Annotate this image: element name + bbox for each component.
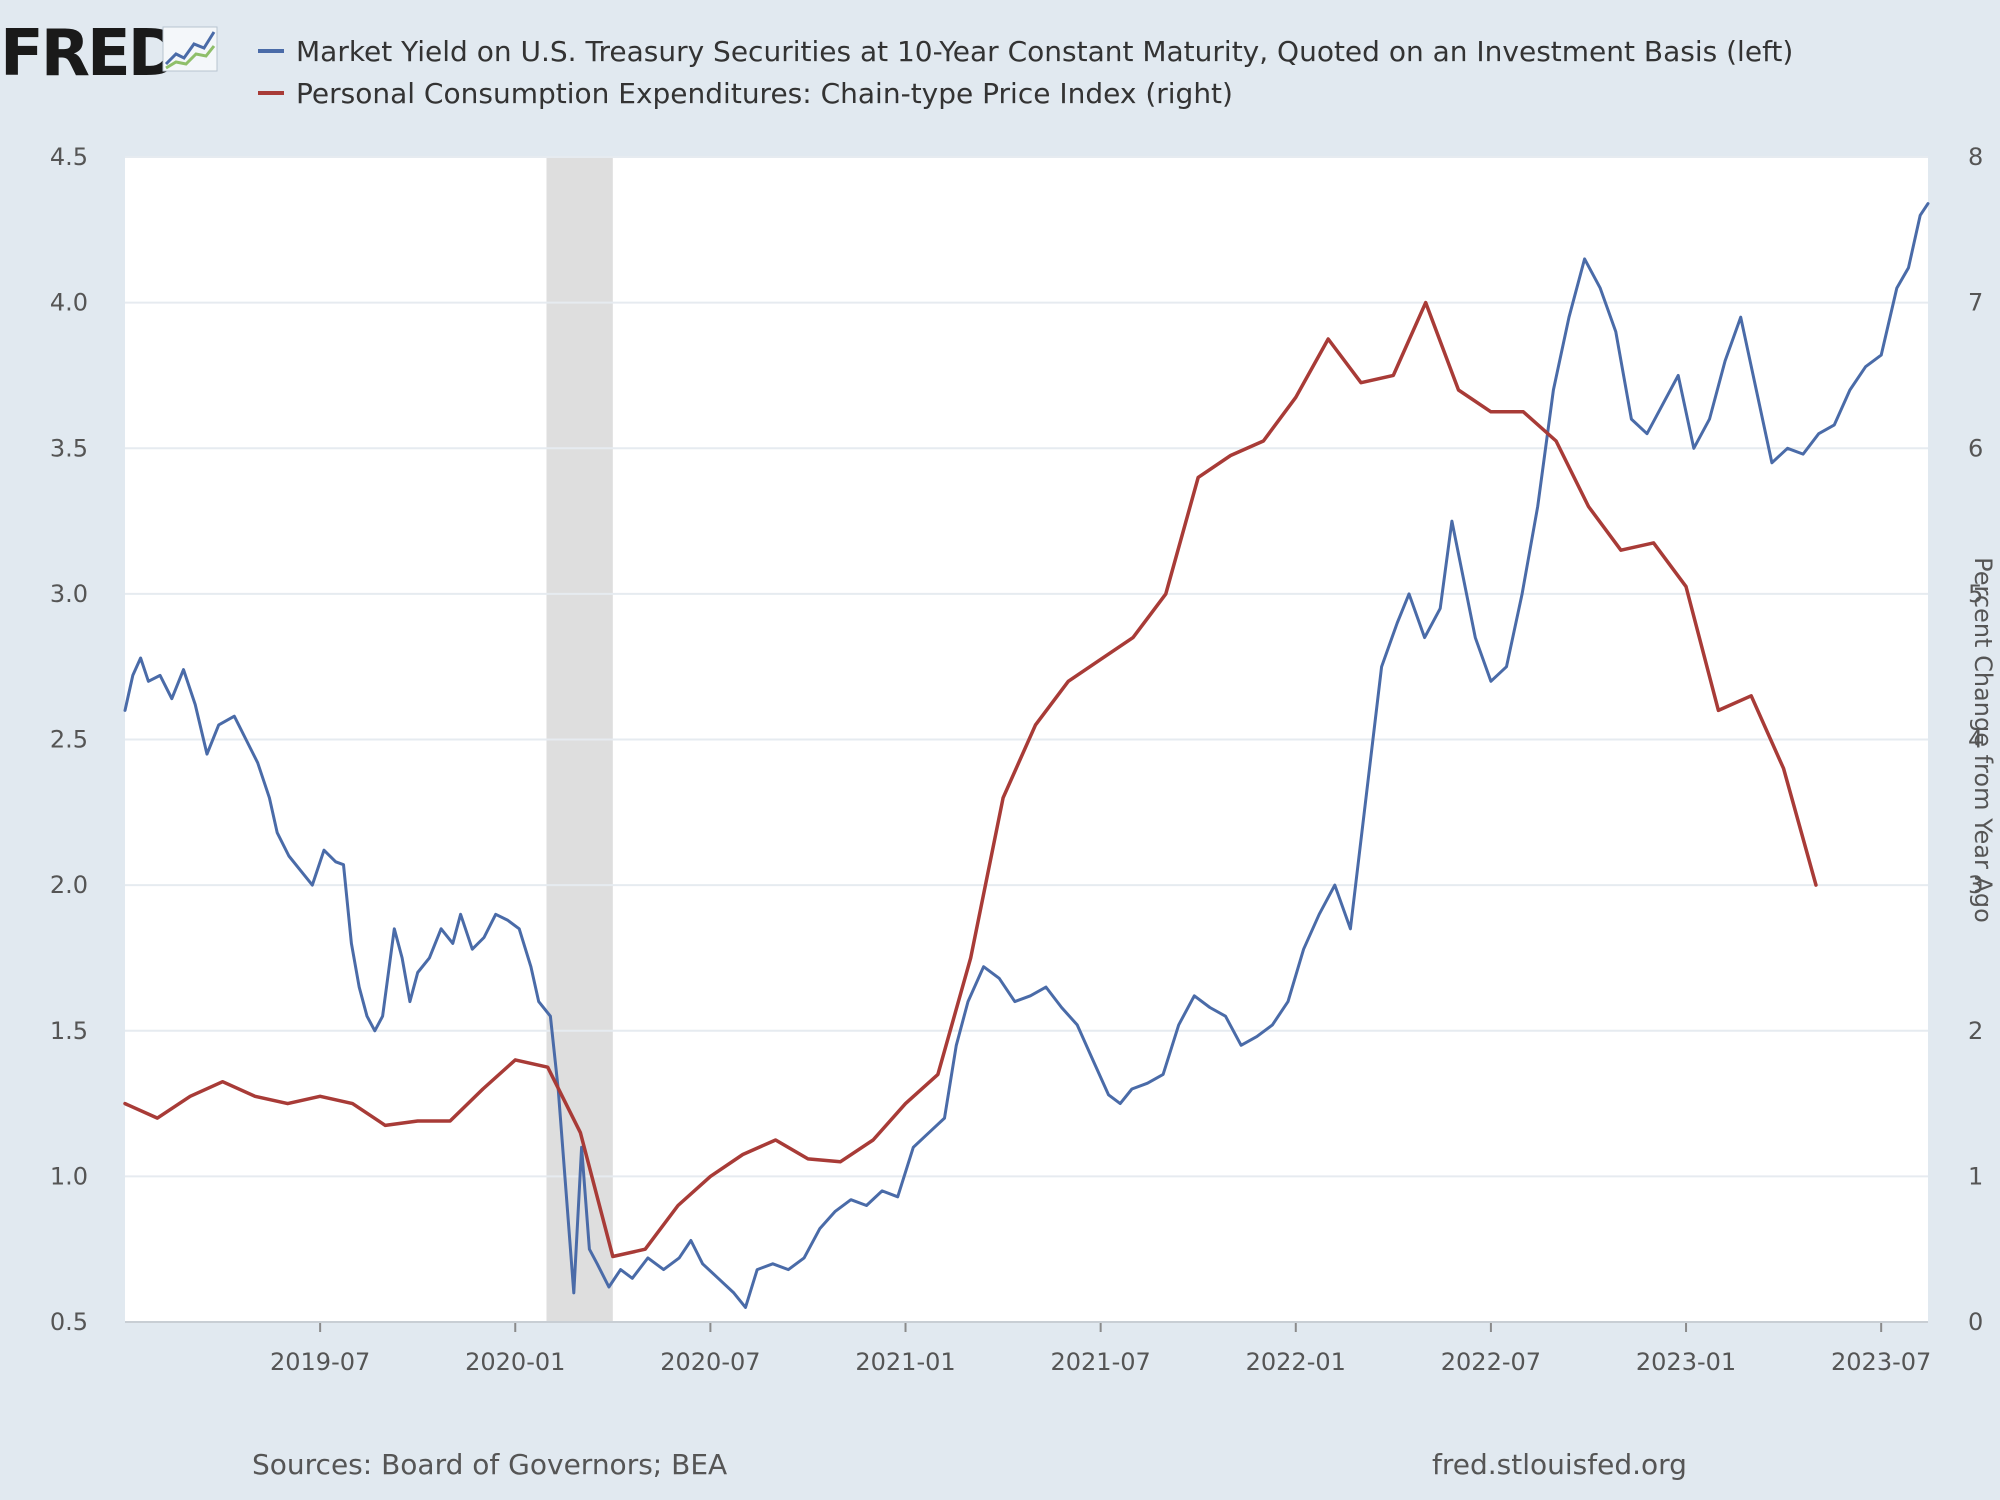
source-note: Sources: Board of Governors; BEA bbox=[252, 1448, 728, 1481]
y-right-tick-label: 8 bbox=[1968, 143, 1983, 171]
legend-swatch-red bbox=[258, 91, 284, 95]
x-tick-label: 2022-01 bbox=[1246, 1348, 1346, 1376]
x-tick-label: 2023-07 bbox=[1831, 1348, 1931, 1376]
x-tick-label: 2019-07 bbox=[270, 1348, 370, 1376]
legend-swatch-blue bbox=[258, 49, 284, 53]
y-left-tick-label: 1.0 bbox=[50, 1162, 88, 1190]
x-tick-label: 2023-01 bbox=[1636, 1348, 1736, 1376]
legend-entry-treasury-yield[interactable]: Market Yield on U.S. Treasury Securities… bbox=[258, 34, 1793, 70]
y-left-tick-label: 1.5 bbox=[50, 1017, 88, 1045]
series-line-treasury-yield bbox=[123, 202, 1930, 1309]
x-tick-label: 2021-01 bbox=[855, 1348, 955, 1376]
y-right-tick-label: 5 bbox=[1968, 580, 1983, 608]
x-tick-label: 2022-07 bbox=[1441, 1348, 1541, 1376]
y-right-tick-label: 1 bbox=[1968, 1162, 1983, 1190]
y-left-tick-label: 3.5 bbox=[50, 434, 88, 462]
x-tick-label: 2021-07 bbox=[1051, 1348, 1151, 1376]
y-left-tick-label: 2.0 bbox=[50, 871, 88, 899]
site-link[interactable]: fred.stlouisfed.org bbox=[1432, 1448, 1687, 1481]
y-right-tick-label: 4 bbox=[1968, 726, 1983, 754]
y-left-tick-label: 4.5 bbox=[50, 143, 88, 171]
y-left-tick-label: 0.5 bbox=[50, 1308, 88, 1336]
y-right-tick-label: 2 bbox=[1968, 1017, 1983, 1045]
y-right-tick-label: 0 bbox=[1968, 1308, 1983, 1336]
legend-label: Market Yield on U.S. Treasury Securities… bbox=[296, 35, 1794, 68]
y-left-tick-label: 2.5 bbox=[50, 726, 88, 754]
y-right-tick-label: 6 bbox=[1968, 434, 1983, 462]
line-graph-icon bbox=[162, 26, 218, 72]
fred-logo[interactable]: FRED bbox=[0, 17, 181, 91]
y-left-tick-label: 4.0 bbox=[50, 289, 88, 317]
x-tick-label: 2020-01 bbox=[465, 1348, 565, 1376]
y-right-tick-label: 7 bbox=[1968, 289, 1983, 317]
y-right-tick-label: 3 bbox=[1968, 871, 1983, 899]
legend-label: Personal Consumption Expenditures: Chain… bbox=[296, 77, 1233, 110]
right-axis-title: Percent Change from Year Ago bbox=[1969, 557, 1997, 923]
x-tick-label: 2020-07 bbox=[660, 1348, 760, 1376]
series-line-pce-index bbox=[123, 300, 1818, 1259]
legend-entry-pce-index[interactable]: Personal Consumption Expenditures: Chain… bbox=[258, 76, 1233, 112]
y-left-tick-label: 3.0 bbox=[50, 580, 88, 608]
